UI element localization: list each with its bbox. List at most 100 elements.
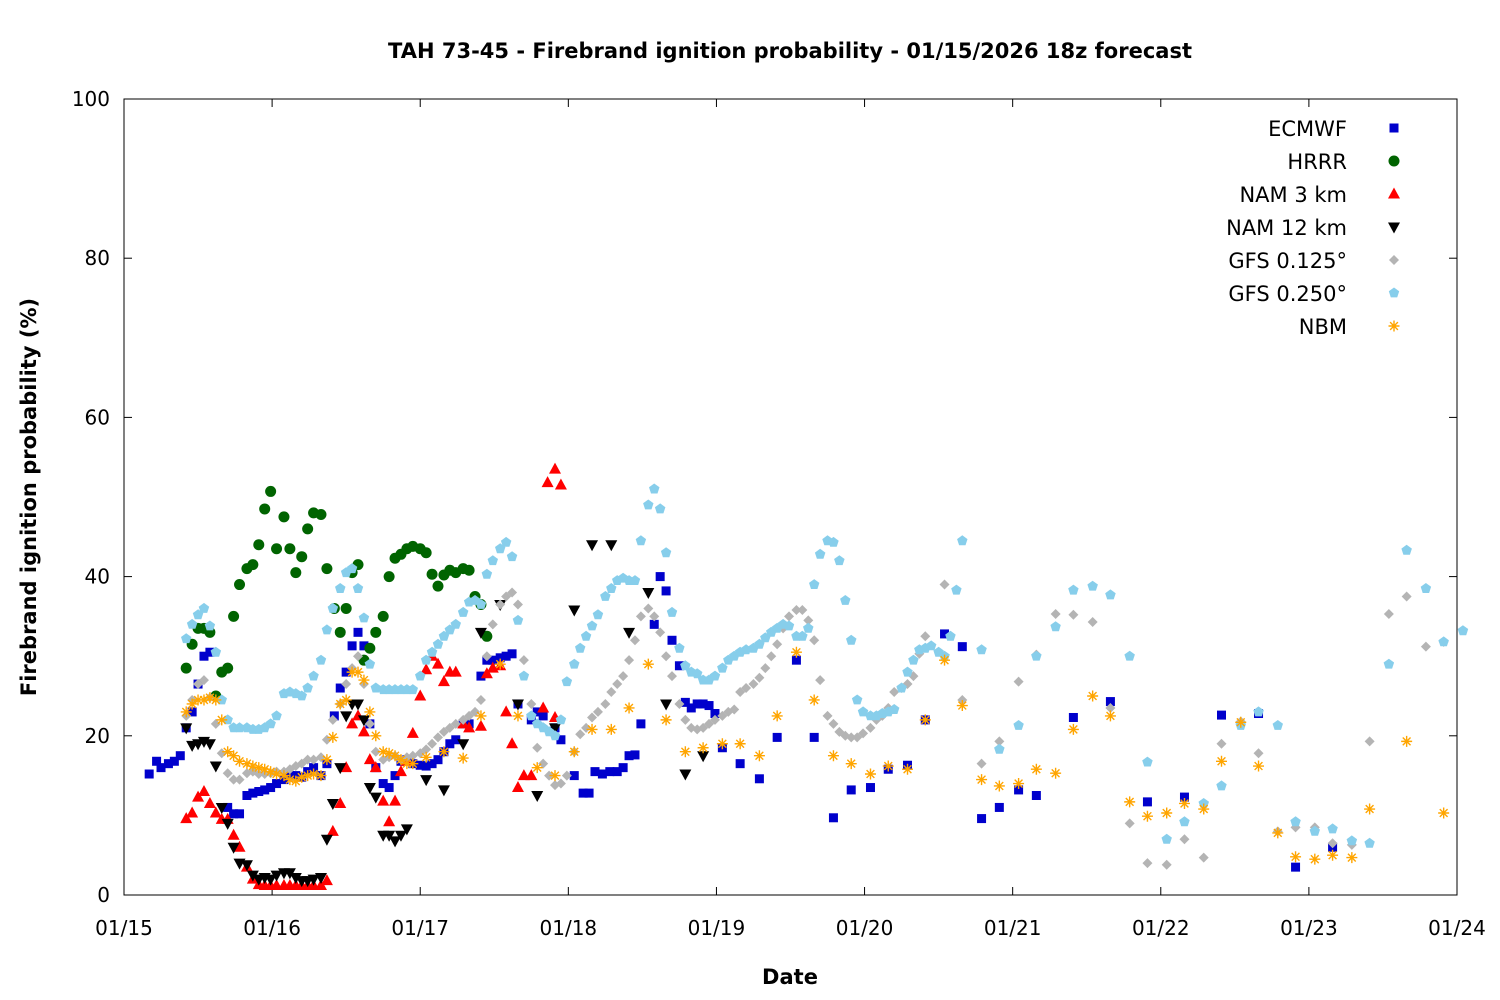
data-point: [518, 655, 529, 666]
data-point: [334, 763, 347, 775]
data-point: [210, 646, 222, 657]
data-point: [606, 583, 617, 593]
data-point: [315, 654, 327, 665]
data-point: [272, 779, 282, 789]
data-point: [1105, 697, 1115, 707]
data-point: [334, 796, 347, 808]
data-point: [828, 813, 838, 823]
data-point: [265, 766, 277, 778]
data-point: [377, 610, 389, 622]
data-point: [1272, 720, 1283, 730]
data-point: [1050, 767, 1062, 779]
data-point: [1364, 803, 1376, 815]
data-point: [1124, 650, 1135, 661]
data-point: [445, 739, 455, 749]
data-point: [697, 742, 709, 754]
data-point: [580, 630, 592, 641]
data-point: [1030, 763, 1042, 775]
data-point: [234, 755, 246, 767]
y-tick-label: 80: [85, 246, 110, 270]
data-point: [228, 774, 239, 785]
data-point: [1420, 583, 1432, 593]
data-point: [597, 769, 607, 779]
data-point: [309, 763, 319, 773]
data-point: [420, 775, 433, 787]
data-point: [729, 704, 740, 715]
data-point: [259, 763, 271, 775]
data-point: [919, 714, 931, 726]
legend-label: NAM 3 km: [1239, 183, 1347, 207]
data-point: [152, 756, 162, 766]
data-point: [228, 610, 240, 622]
data-point: [327, 714, 338, 725]
data-point: [518, 670, 530, 681]
data-point: [216, 714, 228, 726]
data-point: [383, 815, 396, 827]
data-point: [352, 583, 364, 593]
data-point: [568, 605, 581, 617]
data-point: [1327, 849, 1339, 861]
data-point: [1346, 835, 1358, 846]
data-point: [192, 790, 205, 802]
data-point: [1309, 825, 1320, 836]
data-point: [302, 523, 314, 535]
data-point: [772, 639, 783, 650]
data-point: [487, 619, 498, 630]
data-point: [642, 658, 654, 670]
data-point: [377, 794, 390, 806]
data-point: [686, 703, 696, 713]
data-point: [278, 770, 290, 782]
data-point: [501, 651, 511, 661]
data-point: [592, 609, 604, 620]
legend-label: ECMWF: [1268, 117, 1347, 141]
data-point: [1383, 658, 1395, 669]
data-point: [1105, 589, 1116, 600]
data-point: [227, 828, 240, 840]
data-point: [1161, 859, 1172, 870]
legend-marker: [1388, 287, 1400, 298]
data-point: [1438, 807, 1450, 819]
legend-marker: [1389, 255, 1399, 265]
data-point: [834, 555, 845, 566]
data-point: [680, 697, 690, 707]
data-point: [1216, 780, 1227, 791]
data-point: [432, 580, 444, 592]
data-point: [383, 571, 395, 583]
data-point: [389, 794, 402, 806]
data-point: [431, 657, 444, 669]
data-point: [888, 704, 900, 714]
data-point: [308, 768, 320, 780]
data-point: [163, 759, 173, 769]
data-point: [845, 758, 857, 770]
data-point: [840, 595, 851, 605]
data-point: [828, 536, 839, 547]
data-point: [1105, 702, 1116, 713]
data-point: [470, 706, 481, 717]
data-point: [809, 732, 819, 742]
chart-title: TAH 73-45 - Firebrand ignition probabili…: [388, 39, 1192, 63]
data-point: [1253, 760, 1265, 772]
data-point: [233, 840, 246, 852]
data-point: [549, 723, 562, 735]
data-point: [1142, 858, 1153, 869]
data-point: [426, 646, 438, 657]
data-point: [674, 698, 685, 709]
data-point: [1068, 609, 1079, 620]
data-point: [754, 774, 764, 784]
data-point: [253, 762, 265, 774]
data-point: [370, 746, 381, 757]
data-point: [415, 670, 426, 681]
data-point: [357, 725, 370, 737]
data-point: [203, 796, 216, 808]
data-point: [358, 674, 370, 686]
data-point: [643, 603, 654, 614]
data-point: [1198, 852, 1209, 863]
data-point: [586, 540, 599, 552]
data-point: [335, 583, 346, 593]
data-point: [364, 642, 376, 654]
data-point: [495, 653, 505, 663]
data-point: [716, 738, 728, 750]
data-point: [475, 694, 486, 705]
data-point: [296, 551, 308, 563]
data-point: [335, 683, 345, 693]
